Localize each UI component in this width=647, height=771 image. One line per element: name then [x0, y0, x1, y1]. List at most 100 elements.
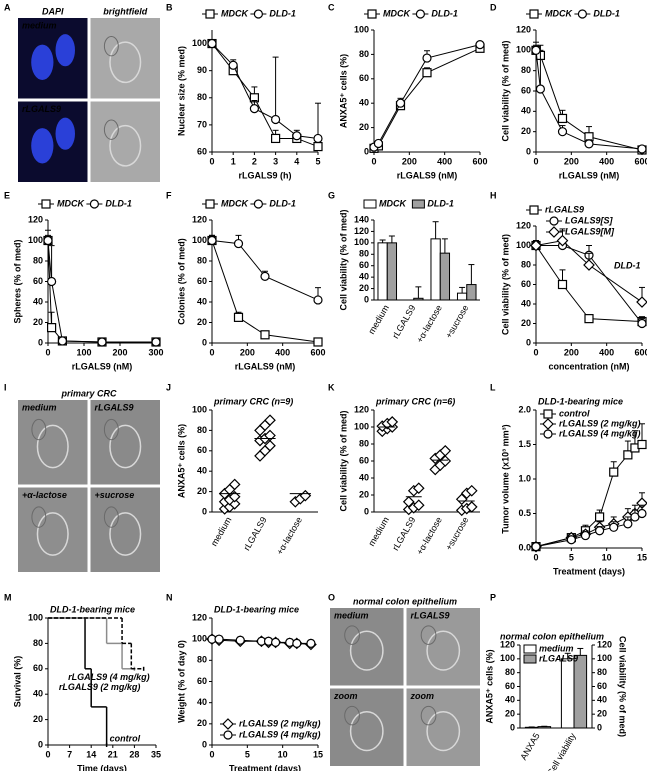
- legend-label: MDCK: [545, 8, 573, 18]
- legend-marker: [222, 718, 234, 730]
- data-point: [609, 522, 619, 532]
- x-tick-label: 10: [602, 552, 612, 562]
- y-tick-label: 140: [354, 214, 369, 224]
- series-line: [535, 240, 643, 303]
- y-tick-label: 100: [28, 235, 43, 245]
- y-axis-label: Colonies (% of med): [176, 238, 186, 325]
- data-point: [637, 508, 647, 519]
- legend-marker: [529, 9, 539, 19]
- data-point: [292, 131, 302, 141]
- y-tick-label: 40: [359, 472, 369, 482]
- y-tick-label: 0: [202, 506, 207, 516]
- image-label: medium: [22, 402, 57, 412]
- legend-swatch: [363, 199, 377, 209]
- panel-letter: K: [328, 382, 335, 392]
- y-tick-label: 20: [359, 489, 369, 499]
- image-label: zoom: [333, 691, 358, 701]
- y-tick-label: 100: [354, 421, 369, 431]
- y-tick-label: 120: [516, 220, 531, 230]
- legend-marker: [543, 409, 553, 419]
- series-line: [373, 47, 481, 149]
- panel-letter: I: [4, 382, 7, 392]
- cell-texture: [103, 36, 119, 57]
- x-tick-label: 21: [108, 749, 118, 759]
- panel-letter: P: [490, 592, 496, 602]
- y-tick-label: 100: [192, 634, 207, 644]
- x-tick-label: 15: [637, 552, 647, 562]
- data-point: [594, 526, 605, 536]
- y-tick-label: 100: [500, 653, 515, 663]
- legend-label: MDCK: [221, 8, 249, 18]
- data-point: [623, 519, 633, 529]
- y-tick-label: 0.5: [518, 508, 531, 518]
- data-point: [584, 139, 594, 149]
- series-line: [535, 245, 643, 323]
- micrograph: [330, 608, 404, 686]
- series-line: [211, 43, 319, 139]
- image-label: rLGALS9: [22, 104, 61, 114]
- micrograph: [90, 101, 160, 182]
- y-tick-label: 20: [521, 126, 531, 136]
- y-tick-label: 60: [33, 663, 43, 673]
- data-point: [271, 637, 281, 647]
- x-tick-label: 0: [209, 156, 214, 166]
- data-point: [439, 455, 452, 467]
- x-tick-label: 0: [371, 156, 376, 166]
- panel-letter: G: [328, 190, 335, 200]
- panel-letter: N: [166, 592, 173, 602]
- data-point: [439, 444, 452, 457]
- legend-label: rLGALS9 (2 mg/kg): [559, 418, 641, 428]
- x-axis-label: rLGALS9 (nM): [72, 361, 133, 371]
- x-tick-label: 2: [252, 156, 257, 166]
- legend-label: MDCK: [383, 8, 411, 18]
- micrograph: [90, 18, 160, 99]
- y2-tick-label: 120: [597, 639, 612, 649]
- image-label: +α-lactose: [22, 490, 67, 500]
- x-tick-label: 35: [151, 749, 161, 759]
- legend-label: MDCK: [379, 198, 407, 208]
- y-tick-label: 40: [197, 466, 207, 476]
- y-tick-label: 40: [521, 106, 531, 116]
- y-tick-label: 100: [516, 240, 531, 250]
- y-tick-label: 120: [516, 24, 531, 34]
- nucleus: [55, 117, 75, 150]
- y2-tick-label: 0: [597, 722, 602, 732]
- data-point: [557, 113, 568, 124]
- image-label: rLGALS9: [95, 402, 134, 412]
- y-tick-label: 80: [359, 49, 369, 59]
- y-axis-label: Tumor volume (x10³ mm³): [500, 424, 510, 533]
- x-tick-label: 200: [240, 347, 255, 357]
- data-point: [594, 512, 605, 522]
- nucleus: [55, 34, 75, 67]
- cell-texture: [103, 506, 119, 528]
- legend-marker: [548, 226, 560, 238]
- cell-texture: [426, 630, 461, 671]
- data-point: [455, 493, 468, 506]
- data-point: [475, 40, 485, 50]
- y-tick-label: 0: [38, 337, 43, 347]
- data-point: [556, 234, 569, 247]
- y-tick-label: 20: [197, 486, 207, 496]
- y-tick-label: 20: [33, 714, 43, 724]
- x-tick-label: 400: [275, 347, 290, 357]
- panel-letter: J: [166, 382, 171, 392]
- y-tick-label: 20: [359, 283, 369, 293]
- y-tick-label: 120: [28, 214, 43, 224]
- x-axis-label: rLGALS9 (nM): [559, 170, 620, 180]
- cell-texture: [344, 705, 360, 726]
- data-point: [609, 467, 619, 477]
- data-point: [233, 238, 244, 249]
- category-label: rLGALS9: [390, 515, 417, 552]
- micrograph: [406, 688, 480, 766]
- series-line: [47, 240, 156, 343]
- y-tick-label: 60: [505, 681, 515, 691]
- y-tick-label: 100: [354, 237, 369, 247]
- y-tick-label: 80: [197, 92, 207, 102]
- legend-label: rLGALS9: [539, 653, 578, 663]
- legend-swatch: [523, 654, 537, 664]
- chart-title: primary CRC (n=9): [213, 396, 293, 406]
- data-point: [566, 535, 576, 545]
- micrograph: [330, 688, 404, 766]
- x-tick-label: 400: [437, 156, 452, 166]
- legend-marker: [367, 9, 377, 19]
